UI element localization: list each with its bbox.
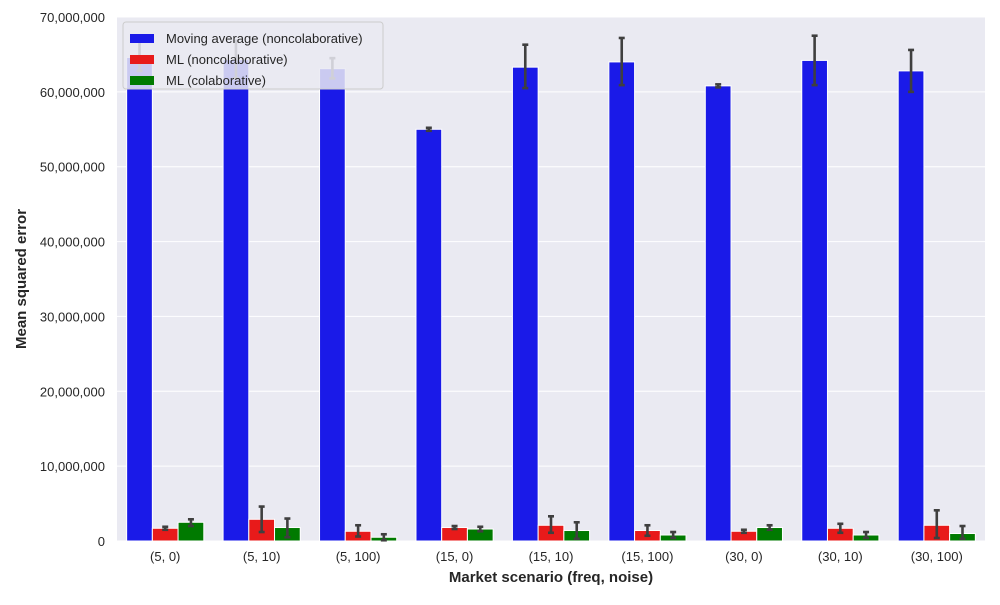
- plot-area: [117, 17, 985, 541]
- x-tick-label: (30, 100): [911, 549, 963, 564]
- legend-box: [122, 21, 384, 90]
- y-tick-label: 50,000,000: [40, 160, 105, 175]
- legend-swatch: [130, 34, 154, 43]
- x-tick-label: (15, 10): [529, 549, 574, 564]
- x-tick-label: (15, 100): [621, 549, 673, 564]
- bar: [511, 66, 539, 542]
- bar: [319, 68, 346, 542]
- legend: Moving average (noncolaborative) ML (nonc…: [122, 21, 384, 90]
- x-tick-label: (5, 0): [150, 549, 180, 564]
- y-tick-label: 40,000,000: [40, 235, 105, 250]
- x-tick-label: (5, 100): [336, 549, 381, 564]
- bars: [126, 56, 976, 542]
- bar: [608, 61, 636, 542]
- y-tick-label: 10,000,000: [40, 459, 105, 474]
- y-tick-label: 0: [98, 534, 105, 549]
- x-tick-label: (30, 0): [725, 549, 763, 564]
- y-tick-label: 70,000,000: [40, 10, 105, 25]
- legend-swatch: [130, 55, 154, 64]
- y-tick-label: 20,000,000: [40, 384, 105, 399]
- legend-label: ML (noncolaborative): [166, 52, 288, 67]
- x-tick-label: (15, 0): [436, 549, 474, 564]
- y-tick-label: 30,000,000: [40, 309, 105, 324]
- bar: [897, 70, 925, 542]
- y-tick-label: 60,000,000: [40, 85, 105, 100]
- bar: [415, 128, 443, 542]
- y-axis-label: Mean squared error: [13, 209, 30, 349]
- y-tick-labels: 0 10,000,000 20,000,000 30,000,000 40,000,00…: [40, 10, 105, 549]
- bar: [222, 59, 250, 542]
- x-axis-label: Market scenario (freq, noise): [449, 569, 653, 586]
- x-tick-label: (30, 10): [818, 549, 863, 564]
- legend-label: ML (colaborative): [166, 73, 266, 88]
- x-tick-label: (5, 10): [243, 549, 281, 564]
- legend-swatch: [130, 76, 154, 85]
- x-tick-labels: (5, 0) (5, 10) (5, 100) (15, 0) (15, 10) (15,…: [150, 549, 963, 564]
- bar: [126, 56, 153, 542]
- bar: [801, 59, 828, 542]
- legend-label: Moving average (noncolaborative): [166, 31, 363, 46]
- bar: [704, 85, 732, 542]
